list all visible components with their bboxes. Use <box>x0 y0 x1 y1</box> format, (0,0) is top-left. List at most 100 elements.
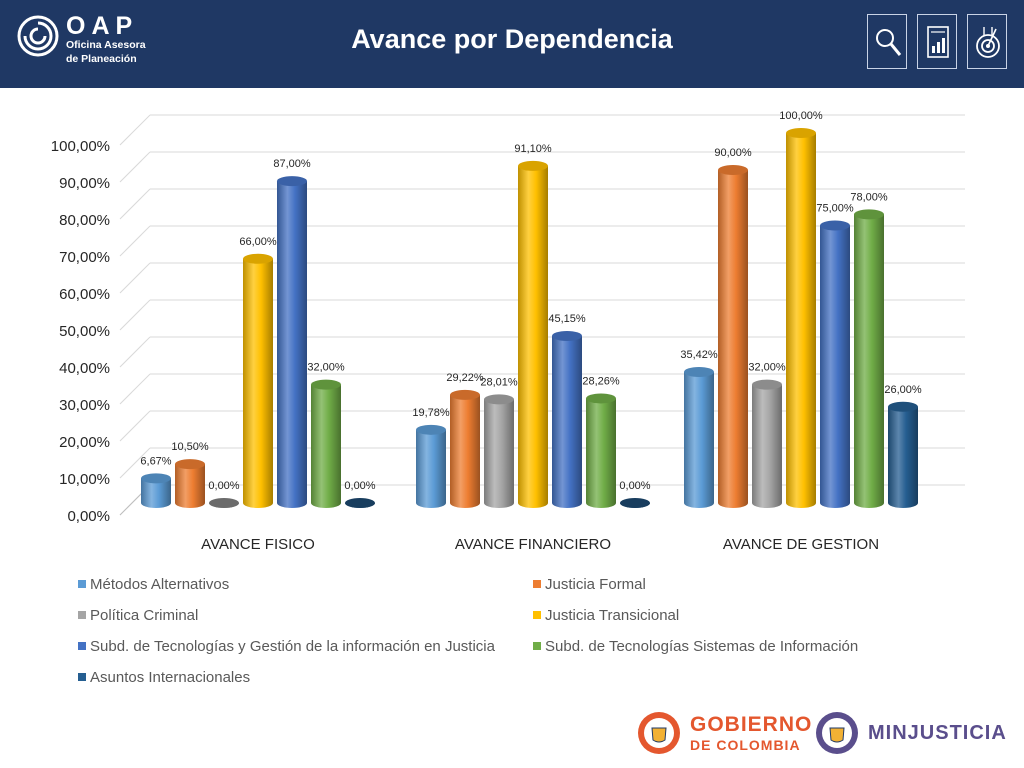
data-label: 28,26% <box>582 375 620 387</box>
data-label: 75,00% <box>816 203 854 215</box>
legend-swatch <box>78 611 86 619</box>
data-label: 0,00% <box>619 480 650 492</box>
footer-logos: GOBIERNO DE COLOMBIA MINJUSTICIA <box>630 700 1020 766</box>
bar <box>586 398 616 508</box>
legend-item: Política Criminal <box>78 607 198 629</box>
legend-swatch <box>78 580 86 588</box>
bar <box>277 181 307 508</box>
data-label: 26,00% <box>884 384 922 396</box>
oap-logo: OAP Oficina Asesora de Planeación <box>16 12 176 72</box>
bar-top <box>416 424 446 435</box>
data-label: 35,42% <box>680 349 718 361</box>
search-document-icon[interactable] <box>867 14 907 69</box>
bar-top <box>209 498 239 508</box>
bar <box>786 133 816 508</box>
bar <box>752 384 782 508</box>
legend-label: Justicia Transicional <box>545 607 680 624</box>
x-tick-label: AVANCE DE GESTION <box>723 536 879 553</box>
gov-line-1: GOBIERNO <box>690 713 813 736</box>
y-tick-label: 80,00% <box>59 212 110 229</box>
legend-item: Subd. de Tecnologías Sistemas de Informa… <box>533 638 858 660</box>
bar <box>175 464 205 508</box>
bar-top <box>552 330 582 341</box>
header-bar: OAP Oficina Asesora de Planeación Avance… <box>0 0 1024 88</box>
data-label: 28,01% <box>480 376 518 388</box>
y-tick-label: 60,00% <box>59 286 110 303</box>
bar <box>518 165 548 508</box>
bar-top <box>752 379 782 390</box>
bar <box>718 170 748 508</box>
bar <box>450 394 480 508</box>
legend-item: Justicia Formal <box>533 576 646 598</box>
bar <box>684 371 714 508</box>
bar-top <box>175 459 205 470</box>
legend-label: Asuntos Internacionales <box>90 669 251 686</box>
gridline-side <box>119 225 151 257</box>
bar <box>311 384 341 508</box>
bar <box>416 429 446 508</box>
y-tick-label: 30,00% <box>59 397 110 414</box>
bar-top <box>484 394 514 405</box>
legend-label: Subd. de Tecnologías Sistemas de Informa… <box>545 638 859 655</box>
legend-swatch <box>533 580 541 588</box>
gridline-side <box>119 373 151 405</box>
y-tick-label: 10,00% <box>59 471 110 488</box>
bar-top <box>311 379 341 390</box>
bar-top <box>820 220 850 231</box>
y-tick-label: 100,00% <box>51 138 110 155</box>
bar <box>484 399 514 508</box>
data-label: 0,00% <box>208 480 239 492</box>
bar-top <box>243 253 273 264</box>
colombia-seal-icon <box>638 712 680 754</box>
legend-swatch <box>533 642 541 650</box>
data-label: 0,00% <box>344 480 375 492</box>
chart-legend: Métodos Alternativos Justicia Formal Polít… <box>0 570 1024 700</box>
bar-top <box>450 389 480 400</box>
bar <box>552 335 582 508</box>
bar-top <box>345 498 375 508</box>
legend-item: Métodos Alternativos <box>78 576 229 598</box>
data-label: 87,00% <box>273 158 311 170</box>
gridline-side <box>119 262 151 294</box>
page-title: Avance por Dependencia <box>351 24 673 54</box>
y-tick-label: 70,00% <box>59 249 110 266</box>
bar-top <box>620 498 650 508</box>
gridline-side <box>119 188 151 220</box>
bar <box>141 478 171 508</box>
logo-subtitle-2: de Planeación <box>66 53 137 65</box>
data-label: 29,22% <box>446 372 484 384</box>
target-icon[interactable] <box>967 14 1007 69</box>
legend-item: Subd. de Tecnologías y Gestión de la inf… <box>78 638 495 660</box>
legend-label: Métodos Alternativos <box>90 576 230 593</box>
bar-top <box>854 209 884 220</box>
minjusticia-seal-icon <box>816 712 858 754</box>
y-tick-label: 50,00% <box>59 323 110 340</box>
data-label: 66,00% <box>239 236 277 248</box>
data-label: 90,00% <box>714 147 752 159</box>
bar-top <box>518 160 548 171</box>
bar-top <box>684 366 714 377</box>
bar <box>888 406 918 508</box>
gridline-side <box>119 151 151 183</box>
logo-main-text: OAP <box>66 12 139 40</box>
legend-item: Justicia Transicional <box>533 607 679 629</box>
y-tick-label: 40,00% <box>59 360 110 377</box>
bar <box>854 214 884 508</box>
legend-label: Justicia Formal <box>545 576 646 593</box>
bar-chart: 0,00% 10,00% 20,00% 30,00% 40,00% 50,00% 60,00… <box>51 110 965 553</box>
bar-top <box>141 473 171 484</box>
report-chart-icon[interactable] <box>917 14 957 69</box>
x-tick-label: AVANCE FINANCIERO <box>455 536 611 553</box>
gridline-side <box>119 336 151 368</box>
data-label: 10,50% <box>171 441 209 453</box>
legend-item: Asuntos Internacionales <box>78 669 250 691</box>
bar <box>820 225 850 508</box>
bar-top <box>888 401 918 412</box>
legend-swatch <box>533 611 541 619</box>
oap-swirl-icon <box>17 15 59 57</box>
y-tick-label: 90,00% <box>59 175 110 192</box>
data-label: 91,10% <box>514 143 552 155</box>
data-label: 19,78% <box>412 407 450 419</box>
logo-subtitle-1: Oficina Asesora <box>66 39 146 51</box>
data-label: 78,00% <box>850 191 888 203</box>
